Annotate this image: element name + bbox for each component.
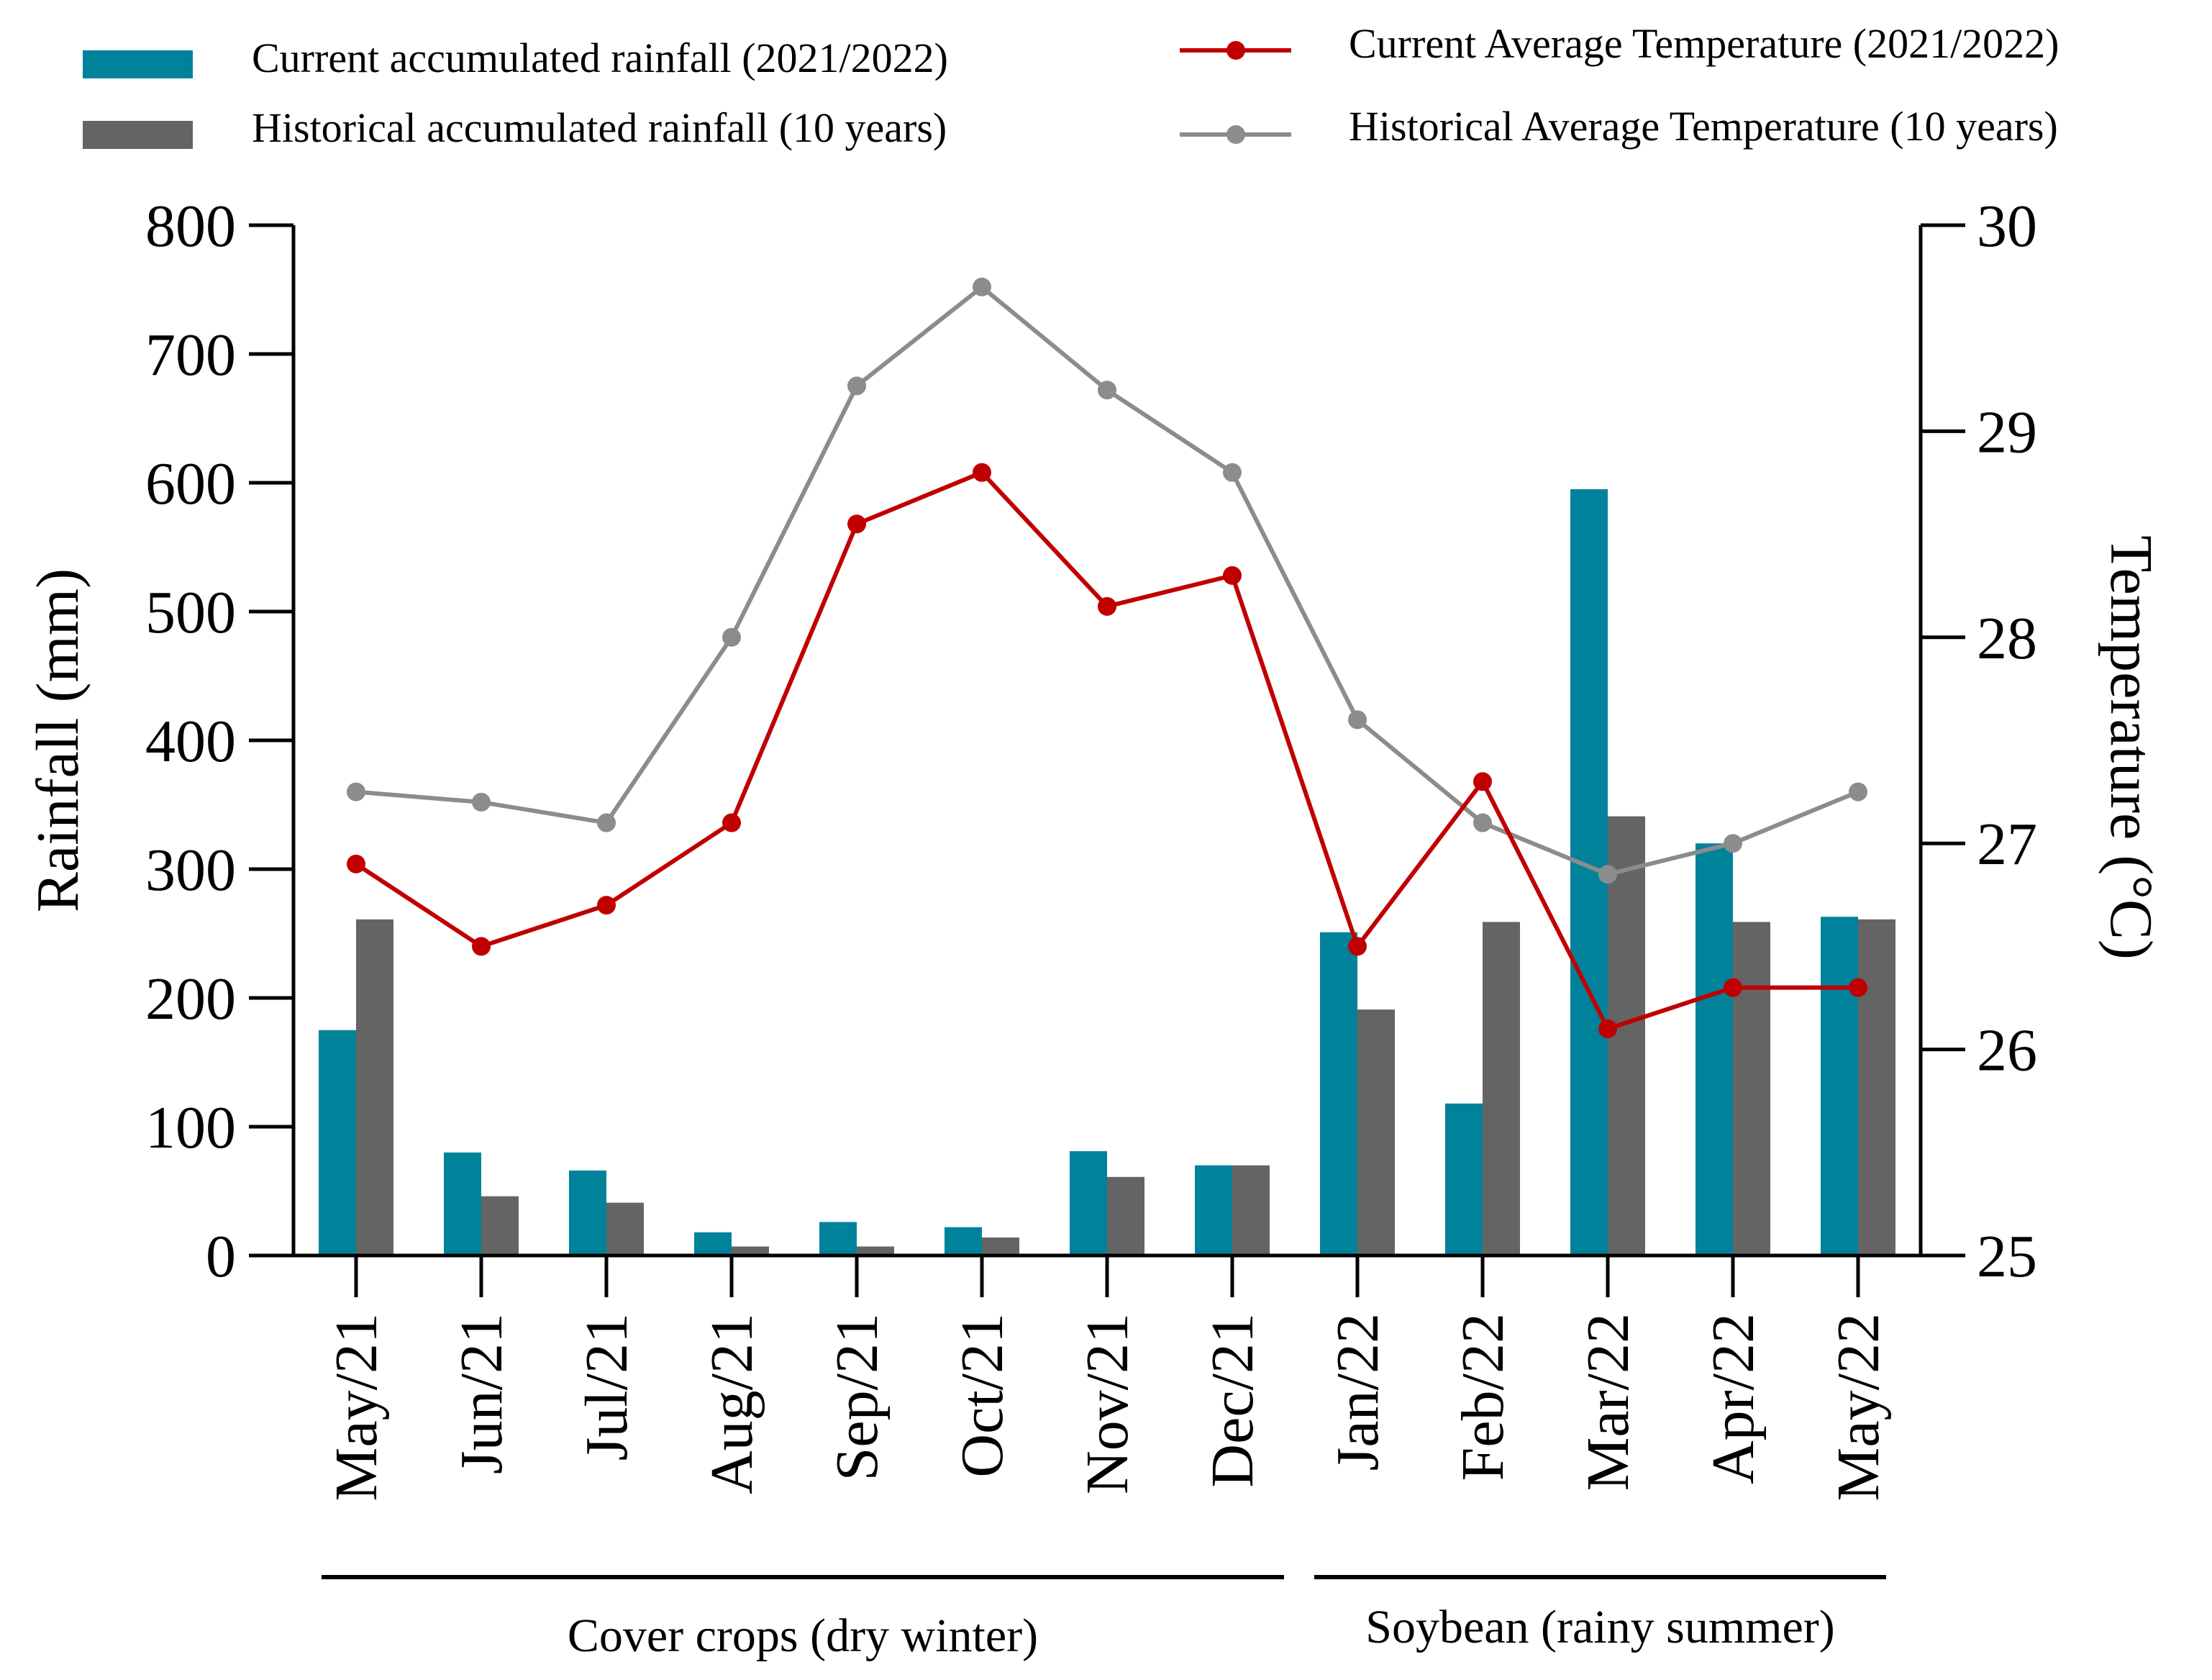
x-tick-label-may-21: May/21 — [323, 1313, 390, 1501]
x-tick-label-may-22: May/22 — [1825, 1313, 1892, 1501]
bar-current-rainfall-jan-22 — [1320, 932, 1357, 1256]
legend-swatch-marker-historical-average-temperature-10-years — [1226, 125, 1245, 144]
point-historical-temperature-may-22 — [1849, 782, 1867, 802]
axis-labels: Rainfall (mm) Temperature (°C) — [24, 535, 2165, 960]
point-current-temperature-may-21 — [347, 854, 365, 873]
rainfall-bars — [319, 489, 1895, 1256]
left-tick-label-300: 300 — [145, 837, 236, 904]
bar-historical-rainfall-feb-22 — [1483, 922, 1520, 1256]
x-tick-label-dec-21: Dec/21 — [1199, 1313, 1266, 1488]
bar-historical-rainfall-may-21 — [356, 919, 393, 1256]
point-current-temperature-jul-21 — [597, 896, 616, 915]
x-tick-label-sep-21: Sep/21 — [824, 1313, 891, 1481]
right-tick-label-27: 27 — [1977, 811, 2037, 878]
legend-label-historical-average-temperature-10-years: Historical Average Temperature (10 years… — [1349, 103, 2058, 150]
legend-label-current-average-temperature-2021-2022: Current Average Temperature (2021/2022) — [1349, 20, 2059, 67]
left-tick-label-700: 700 — [145, 322, 236, 389]
point-historical-temperature-jan-22 — [1348, 710, 1367, 730]
bar-historical-rainfall-aug-21 — [732, 1246, 769, 1256]
x-tick-label-feb-22: Feb/22 — [1449, 1313, 1516, 1481]
point-current-temperature-nov-21 — [1098, 596, 1116, 616]
bar-historical-rainfall-may-22 — [1858, 919, 1895, 1256]
point-historical-temperature-dec-21 — [1223, 463, 1242, 482]
right-tick-label-25: 25 — [1977, 1223, 2037, 1290]
right-tick-label-26: 26 — [1977, 1017, 2037, 1084]
point-current-temperature-mar-22 — [1598, 1019, 1617, 1038]
point-historical-temperature-sep-21 — [847, 376, 866, 396]
point-historical-temperature-apr-22 — [1724, 834, 1742, 853]
bar-current-rainfall-dec-21 — [1195, 1165, 1232, 1256]
bar-current-rainfall-sep-21 — [819, 1222, 857, 1256]
point-historical-temperature-mar-22 — [1598, 865, 1617, 884]
x-tick-label-oct-21: Oct/21 — [949, 1313, 1016, 1478]
legend-label-historical-accumulated-rainfall-10-years: Historical accumulated rainfall (10 year… — [252, 104, 947, 151]
point-historical-temperature-feb-22 — [1473, 813, 1492, 832]
left-tick-label-500: 500 — [145, 579, 236, 646]
bar-current-rainfall-feb-22 — [1445, 1103, 1483, 1256]
x-tick-label-apr-22: Apr/22 — [1700, 1313, 1767, 1484]
x-tick-label-jun-21: Jun/21 — [448, 1313, 515, 1474]
point-historical-temperature-jun-21 — [472, 792, 491, 812]
legend: Current accumulated rainfall (2021/2022)… — [83, 20, 2059, 151]
point-current-temperature-apr-22 — [1724, 978, 1742, 997]
point-historical-temperature-nov-21 — [1098, 381, 1116, 400]
point-historical-temperature-oct-21 — [973, 277, 991, 296]
left-tick-label-200: 200 — [145, 966, 236, 1032]
bar-historical-rainfall-sep-21 — [857, 1246, 894, 1256]
y-axis-title: Rainfall (mm) — [24, 568, 91, 912]
legend-label-current-accumulated-rainfall-2021-2022: Current accumulated rainfall (2021/2022) — [252, 35, 948, 81]
point-historical-temperature-jul-21 — [597, 813, 616, 832]
x-tick-label-mar-22: Mar/22 — [1575, 1313, 1642, 1491]
x-tick-label-aug-21: Aug/21 — [698, 1313, 765, 1494]
bar-historical-rainfall-apr-22 — [1733, 922, 1770, 1256]
x-tick-label-jul-21: Jul/21 — [573, 1313, 640, 1461]
bar-historical-rainfall-mar-22 — [1608, 816, 1645, 1256]
season-groups: Cover crops (dry winter) Soybean (rainy s… — [322, 1575, 1886, 1662]
legend-swatch-historical-accumulated-rainfall-10-years — [83, 121, 193, 149]
bar-current-rainfall-jul-21 — [569, 1170, 606, 1256]
bar-historical-rainfall-jul-21 — [606, 1202, 644, 1256]
left-tick-label-600: 600 — [145, 450, 236, 517]
bar-current-rainfall-jun-21 — [444, 1152, 481, 1256]
point-current-temperature-jun-21 — [472, 937, 491, 956]
x-tick-label-jan-22: Jan/22 — [1324, 1313, 1391, 1471]
bar-historical-rainfall-jan-22 — [1357, 1009, 1395, 1256]
bar-current-rainfall-apr-22 — [1696, 843, 1733, 1256]
group-label-cover-crops-dry-winter: Cover crops (dry winter) — [568, 1609, 1038, 1662]
bar-current-rainfall-aug-21 — [694, 1232, 732, 1256]
x-tick-label-nov-21: Nov/21 — [1074, 1313, 1141, 1494]
bar-current-rainfall-nov-21 — [1070, 1151, 1107, 1256]
right-tick-label-28: 28 — [1977, 605, 2037, 672]
right-tick-label-29: 29 — [1977, 399, 2037, 466]
point-current-temperature-aug-21 — [722, 813, 741, 832]
left-tick-label-400: 400 — [145, 708, 236, 775]
point-current-temperature-oct-21 — [973, 463, 991, 482]
bar-current-rainfall-oct-21 — [945, 1227, 982, 1256]
bar-historical-rainfall-dec-21 — [1232, 1165, 1270, 1256]
bar-current-rainfall-may-22 — [1821, 917, 1858, 1256]
legend-swatch-marker-current-average-temperature-2021-2022 — [1226, 41, 1245, 60]
point-historical-temperature-aug-21 — [722, 627, 741, 647]
point-historical-temperature-may-21 — [347, 782, 365, 802]
left-tick-label-100: 100 — [145, 1094, 236, 1161]
bar-historical-rainfall-oct-21 — [982, 1237, 1019, 1256]
bar-historical-rainfall-nov-21 — [1107, 1176, 1144, 1256]
line-historical-temperature — [355, 284, 1860, 877]
temperature-lines — [347, 277, 1867, 1038]
point-current-temperature-may-22 — [1849, 978, 1867, 997]
axes: 0 100 200 300 400 500 600 700 800 25 26 27 28 29 30 May… — [145, 193, 2037, 1501]
y2-axis-title: Temperature (°C) — [2098, 535, 2165, 960]
bar-historical-rainfall-jun-21 — [481, 1196, 519, 1256]
point-current-temperature-dec-21 — [1223, 566, 1242, 585]
bar-current-rainfall-may-21 — [319, 1030, 356, 1256]
point-current-temperature-sep-21 — [847, 514, 866, 534]
legend-swatch-current-accumulated-rainfall-2021-2022 — [83, 50, 193, 78]
group-label-soybean-rainy-summer: Soybean (rainy summer) — [1365, 1601, 1835, 1653]
point-current-temperature-feb-22 — [1473, 772, 1492, 791]
left-tick-label-800: 800 — [145, 193, 236, 260]
right-tick-label-30: 30 — [1977, 193, 2037, 260]
left-tick-label-0: 0 — [206, 1223, 236, 1290]
point-current-temperature-jan-22 — [1348, 937, 1367, 956]
